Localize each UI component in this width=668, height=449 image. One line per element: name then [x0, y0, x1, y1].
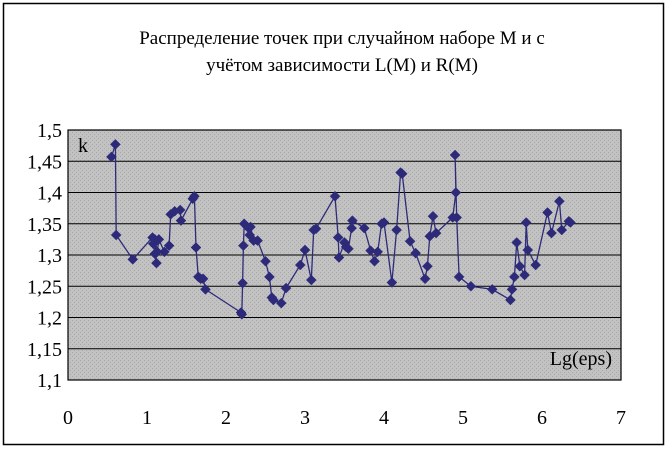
data-point-marker	[347, 215, 358, 226]
data-point-marker	[369, 255, 380, 267]
y-tick-label: 1,3	[37, 245, 62, 267]
data-point-marker	[519, 269, 530, 281]
y-tick-labels: 1,1 1,15 1,2 1,25 1,3 1,35 1,4 1,45 1,5	[27, 120, 62, 392]
data-point-marker	[508, 271, 520, 283]
data-point-marker	[449, 149, 461, 161]
data-point-marker	[110, 229, 122, 241]
data-point-marker	[333, 252, 345, 263]
data-point-marker	[106, 151, 117, 163]
x-tick-label: 4	[379, 407, 389, 429]
data-point-marker	[237, 277, 248, 289]
data-point-marker	[280, 282, 292, 294]
gridlines	[68, 160, 621, 350]
data-point-marker	[427, 210, 439, 222]
data-point-marker	[245, 221, 256, 233]
x-tick-label: 7	[616, 407, 626, 429]
data-point-marker	[252, 235, 263, 246]
x-tick-labels: 0 1 2 3 4 5 6 7	[63, 407, 626, 429]
data-point-marker	[430, 227, 442, 239]
data-point-marker	[450, 187, 462, 198]
data-point-marker	[236, 309, 248, 320]
data-point-marker	[511, 237, 523, 248]
x-tick-label: 6	[537, 407, 547, 429]
data-point-marker	[189, 190, 200, 202]
data-point-marker	[554, 195, 565, 207]
x-tick-label: 5	[458, 407, 468, 429]
y-tick-label: 1,4	[37, 183, 62, 205]
data-point-marker	[410, 247, 421, 259]
data-point-marker	[451, 212, 463, 223]
chart-title-line-2: учётом зависимости L(M) и R(M)	[206, 55, 478, 76]
data-point-marker	[190, 242, 202, 253]
series-group	[106, 139, 576, 320]
data-point-marker	[556, 224, 568, 236]
data-point-marker	[268, 294, 279, 306]
y-tick-label: 1,35	[27, 214, 62, 236]
data-point-marker	[346, 222, 357, 234]
data-point-marker	[275, 297, 287, 309]
data-point-marker	[542, 207, 553, 218]
chart-title-line-1: Распределение точек при случайном наборе…	[139, 28, 545, 49]
data-point-marker	[127, 254, 139, 265]
data-point-marker	[486, 284, 498, 295]
data-point-marker	[299, 244, 311, 256]
data-point-marker	[110, 139, 121, 150]
data-point-marker	[506, 284, 518, 295]
data-point-marker	[565, 217, 576, 228]
x-axis-label: Lg(eps)	[550, 348, 612, 370]
data-point-marker	[174, 204, 186, 216]
data-point-marker	[163, 240, 175, 251]
y-tick-label: 1,5	[37, 120, 62, 142]
data-point-marker	[332, 232, 344, 243]
data-point-marker	[465, 280, 477, 292]
data-point-marker	[530, 259, 542, 271]
data-point-marker	[391, 224, 402, 236]
data-point-marker	[422, 260, 433, 272]
y-tick-label: 1,45	[27, 151, 62, 173]
data-point-marker	[505, 294, 516, 306]
data-point-marker	[175, 215, 187, 226]
data-point-marker	[264, 271, 275, 283]
y-tick-label: 1,2	[37, 308, 62, 330]
data-point-marker	[294, 259, 306, 271]
plot-area-frame	[67, 129, 622, 381]
data-point-marker	[514, 260, 526, 272]
data-point-marker	[365, 245, 376, 256]
x-tick-label: 1	[142, 407, 152, 429]
data-point-marker	[358, 222, 370, 234]
data-point-marker	[197, 273, 209, 285]
data-point-marker	[343, 243, 354, 255]
data-point-marker	[238, 240, 249, 251]
data-point-marker	[453, 271, 465, 283]
y-tick-label: 1,25	[27, 276, 62, 298]
data-point-marker	[372, 246, 384, 258]
data-point-marker	[419, 273, 431, 285]
x-tick-label: 0	[63, 407, 73, 429]
data-point-marker	[151, 257, 162, 269]
data-point-marker	[200, 284, 211, 295]
x-tick-label: 2	[221, 407, 231, 429]
data-point-marker	[153, 234, 165, 245]
x-tick-label: 3	[300, 407, 310, 429]
data-point-marker	[260, 255, 271, 267]
data-point-marker	[310, 223, 322, 235]
data-point-marker	[329, 190, 341, 202]
data-point-marker	[396, 168, 408, 180]
data-point-marker	[378, 217, 390, 228]
y-tick-label: 1,15	[27, 339, 62, 361]
data-point-marker	[305, 274, 317, 286]
data-point-marker	[520, 217, 532, 228]
y-axis-label: k	[78, 135, 88, 157]
data-point-marker	[151, 246, 163, 258]
data-point-marker	[546, 227, 557, 239]
data-point-marker	[404, 235, 416, 247]
data-point-marker	[159, 246, 170, 258]
data-point-marker	[522, 244, 534, 256]
data-point-marker	[386, 277, 398, 288]
y-tick-label: 1,1	[37, 370, 62, 392]
